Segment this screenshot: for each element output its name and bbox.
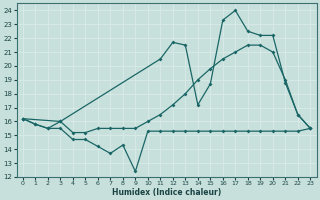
X-axis label: Humidex (Indice chaleur): Humidex (Indice chaleur) <box>112 188 221 197</box>
